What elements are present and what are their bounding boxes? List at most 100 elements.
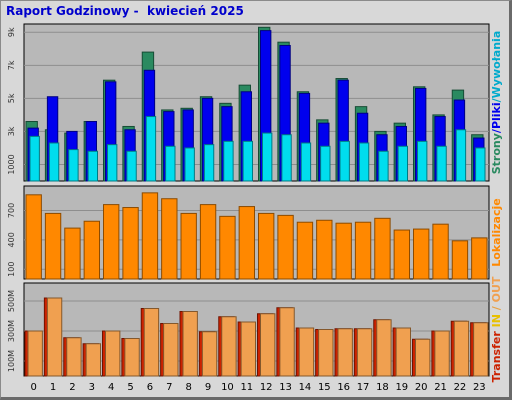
bar-transfer-2 <box>356 328 373 377</box>
x-tick-label: 13 <box>279 382 292 393</box>
bar-visits-1 <box>44 212 62 280</box>
y-tick-label-transfer: 100M <box>7 350 16 372</box>
bar-visits-1 <box>335 222 352 280</box>
bar-hits-3 <box>378 150 389 182</box>
bar-transfer-2 <box>46 297 63 377</box>
x-tick-label: 6 <box>147 382 153 393</box>
x-tick-label: 10 <box>221 382 234 393</box>
bar-transfer-2 <box>298 327 315 377</box>
bar-hits-3 <box>358 142 370 182</box>
x-tick-label: 5 <box>127 382 133 393</box>
bar-transfer-2 <box>221 316 237 377</box>
y-tick-label-hits: 3k <box>7 126 16 136</box>
legend-text: Wywołania <box>490 31 503 99</box>
bar-hits-3 <box>455 129 467 182</box>
bar-hits-3 <box>339 140 350 182</box>
y-tick-label-hits: 5k <box>7 93 16 103</box>
y-tick-label-visits: 700 <box>7 203 16 218</box>
bar-transfer-2 <box>453 320 470 377</box>
bar-visits-1 <box>432 223 449 280</box>
bar-hits-3 <box>165 145 176 182</box>
x-tick-label: 21 <box>434 382 447 393</box>
plot-area-hits <box>23 23 490 182</box>
bar-visits-1 <box>258 212 275 280</box>
bar-hits-3 <box>300 142 312 182</box>
x-tick-label: 7 <box>166 382 172 393</box>
legend-text: Lokalizacje <box>490 198 503 266</box>
x-tick-label: 12 <box>260 382 273 393</box>
x-tick-label: 8 <box>186 382 192 393</box>
plot-area-visits <box>23 185 490 280</box>
bar-transfer-2 <box>434 330 450 377</box>
bar-visits-1 <box>277 214 294 280</box>
bar-transfer-2 <box>27 330 43 377</box>
bar-visits-1 <box>451 240 469 280</box>
bar-transfer-2 <box>415 338 431 377</box>
bar-transfer-2 <box>201 331 218 377</box>
legend-text: Transfer <box>490 331 503 383</box>
bar-hits-3 <box>281 134 292 182</box>
x-tick-label: 14 <box>299 382 312 393</box>
bar-transfer-2 <box>260 313 276 377</box>
bar-visits-1 <box>471 237 488 280</box>
bar-hits-3 <box>242 140 253 182</box>
x-tick-label: 18 <box>376 382 389 393</box>
bar-hits-3 <box>184 147 195 182</box>
bar-hits-3 <box>397 145 408 182</box>
x-tick-label: 2 <box>69 382 75 393</box>
bar-transfer-2 <box>318 329 334 377</box>
x-tick-label: 16 <box>337 382 350 393</box>
bar-transfer-2 <box>143 308 160 377</box>
bar-transfer-2 <box>376 319 392 377</box>
bar-transfer-2 <box>240 321 256 377</box>
x-tick-label: 9 <box>205 382 211 393</box>
bar-transfer-2 <box>105 330 121 377</box>
x-tick-label: 15 <box>318 382 331 393</box>
bar-visits-1 <box>413 228 430 280</box>
bar-visits-1 <box>199 204 217 280</box>
bar-visits-1 <box>238 206 255 280</box>
x-tick-label: 23 <box>473 382 486 393</box>
bar-transfer-2 <box>337 328 353 377</box>
x-tick-label: 0 <box>31 382 37 393</box>
bar-transfer-2 <box>85 343 101 377</box>
legend-text: IN <box>490 314 503 327</box>
bar-visits-1 <box>64 227 81 280</box>
x-tick-label: 20 <box>415 382 428 393</box>
bar-visits-1 <box>219 215 236 280</box>
bar-hits-3 <box>145 116 157 182</box>
y-tick-label-hits: 1000 <box>7 154 16 174</box>
series-legend-visits: Lokalizacje <box>490 198 503 266</box>
bar-transfer-2 <box>182 311 198 377</box>
series-legend-hits: Strony/Pliki/Wywołania <box>490 31 503 175</box>
bar-visits-1 <box>316 219 333 280</box>
bar-visits-1 <box>83 220 100 280</box>
bar-visits-1 <box>374 217 391 280</box>
bar-transfer-2 <box>473 322 489 377</box>
y-tick-label-hits: 9k <box>7 27 16 37</box>
y-tick-label-hits: 7k <box>7 60 16 70</box>
bar-hits-3 <box>126 150 137 182</box>
bar-visits-1 <box>141 192 159 280</box>
series-legend-transfer: Transfer IN / OUT <box>490 276 503 382</box>
x-tick-label: 3 <box>89 382 95 393</box>
x-tick-label: 17 <box>357 382 370 393</box>
legend-text: Pliki <box>490 102 503 129</box>
bar-transfer-2 <box>124 338 140 377</box>
y-tick-label-visits: 400 <box>7 232 16 247</box>
x-tick-label: 19 <box>395 382 408 393</box>
bar-visits-1 <box>103 204 120 280</box>
legend-text: / <box>490 128 503 133</box>
bar-visits-1 <box>161 198 178 280</box>
bar-hits-3 <box>320 145 331 182</box>
bar-visits-1 <box>296 221 314 280</box>
bar-hits-3 <box>29 135 40 182</box>
bar-visits-1 <box>393 229 410 280</box>
bar-hits-3 <box>87 150 98 182</box>
bar-transfer-2 <box>279 307 295 377</box>
bar-transfer-2 <box>395 327 411 377</box>
legend-text: / <box>490 302 503 314</box>
bar-hits-3 <box>68 149 79 182</box>
legend-text: OUT <box>490 276 503 302</box>
